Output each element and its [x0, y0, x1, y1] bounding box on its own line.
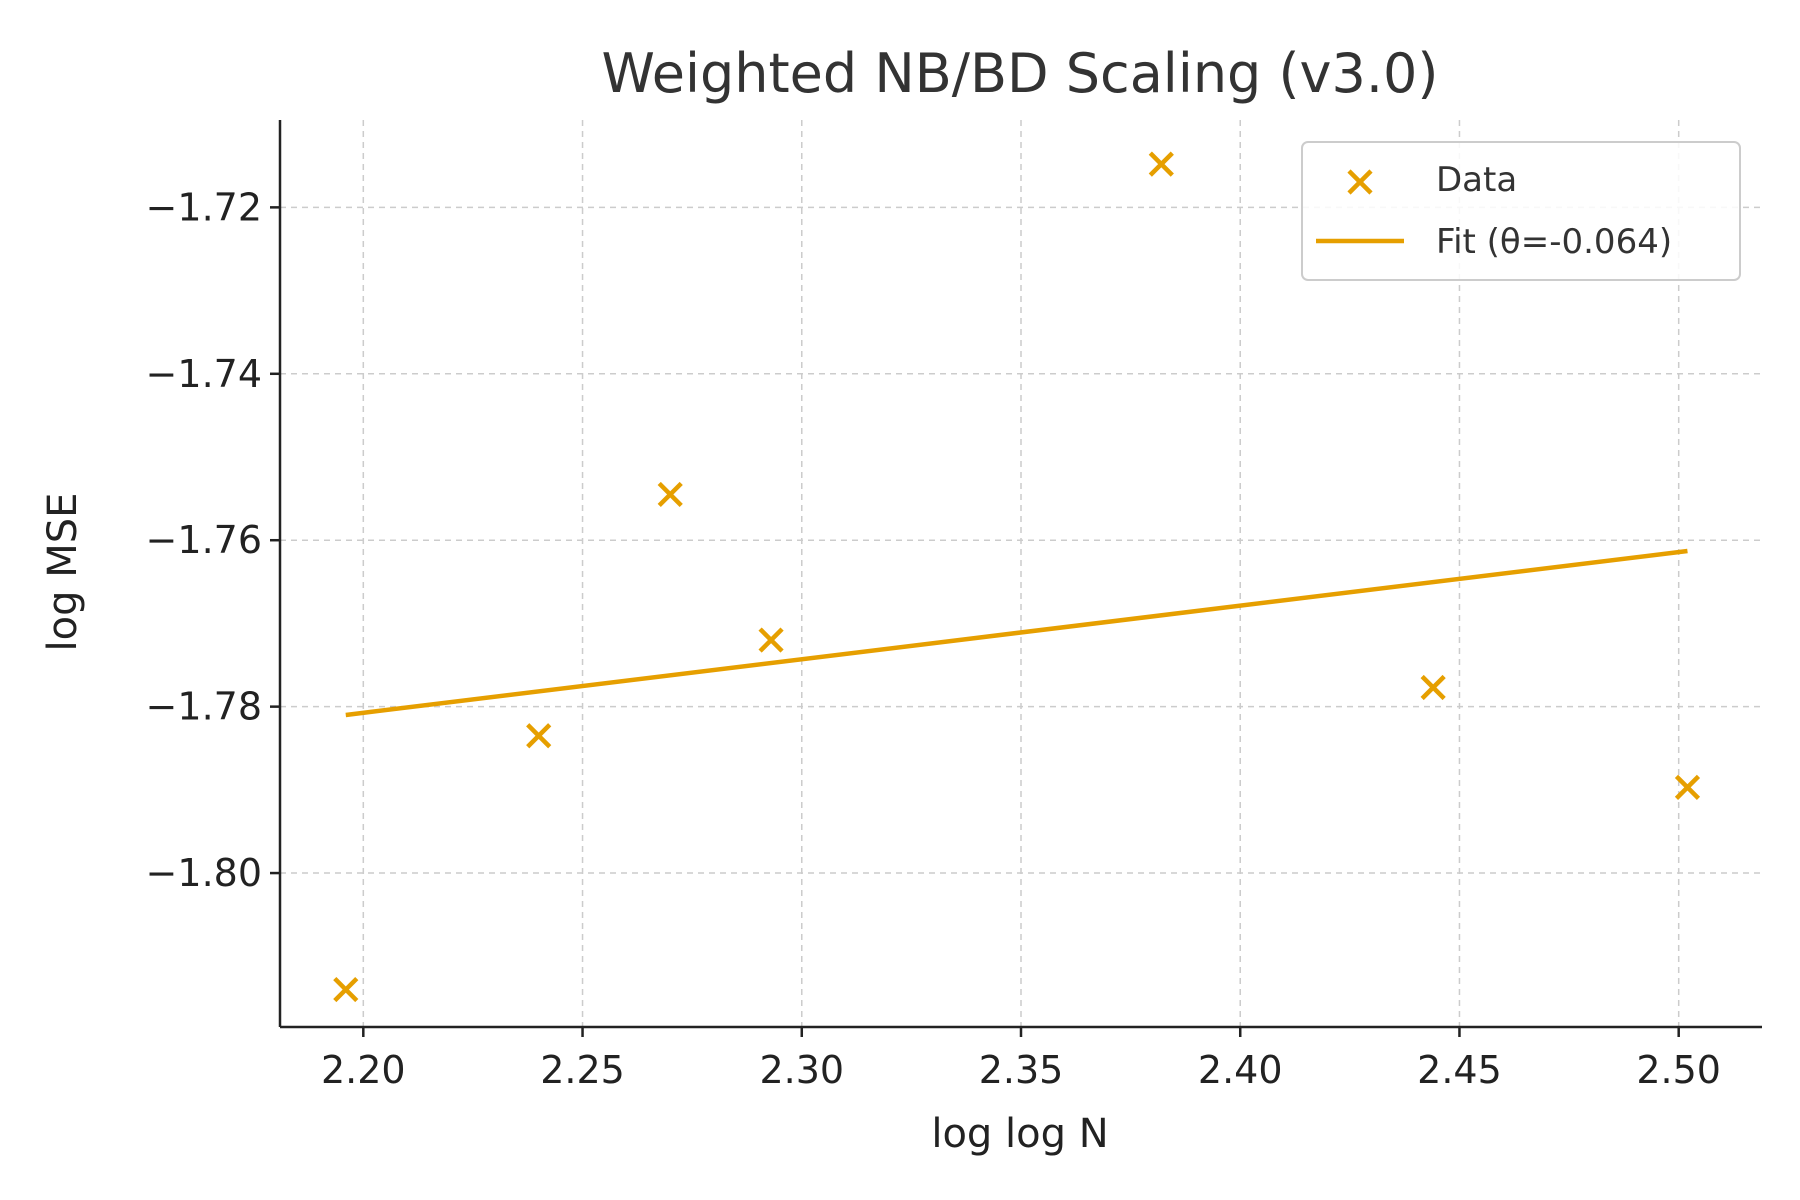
- data-points-layer: [333, 151, 1701, 1003]
- data-point-stroke-b: [1420, 674, 1446, 701]
- legend-x-marker: [1347, 169, 1373, 195]
- x-tick-label: 2.40: [1198, 1048, 1283, 1092]
- legend-marker-data: [1347, 169, 1373, 195]
- x-tick-label: 2.30: [759, 1048, 844, 1092]
- axes: 2.20 2.25 2.30 2.35 2.40 2.45 2.50 −1.72 −1.74 −1…: [146, 120, 1762, 1092]
- y-tick-label: −1.76: [146, 518, 262, 562]
- x-tick-label: 2.25: [540, 1048, 625, 1092]
- legend-x-marker-stroke-b: [1347, 169, 1373, 195]
- data-point-stroke-b: [657, 481, 683, 508]
- legend: Data Fit (θ=-0.064): [1301, 141, 1741, 281]
- y-tick-label: −1.72: [146, 185, 262, 229]
- data-point: [1420, 674, 1446, 701]
- fit-line-layer: [345, 548, 1688, 718]
- fit-line: [345, 548, 1688, 718]
- data-point: [657, 481, 683, 508]
- legend-label-data: Data: [1436, 160, 1517, 200]
- data-point-stroke-b: [1148, 151, 1174, 177]
- data-point: [1674, 774, 1701, 800]
- x-tick-label: 2.50: [1636, 1048, 1721, 1092]
- data-point: [758, 627, 784, 653]
- data-point: [526, 723, 552, 749]
- x-axis-label: log log N: [931, 1111, 1108, 1157]
- y-tick-label: −1.74: [146, 352, 262, 396]
- data-point: [1148, 151, 1174, 177]
- chart-title: Weighted NB/BD Scaling (v3.0): [602, 42, 1439, 105]
- data-point-stroke-b: [333, 976, 359, 1003]
- data-point-stroke-b: [758, 627, 784, 653]
- y-axis-label: log MSE: [40, 493, 86, 652]
- y-tick-label: −1.80: [146, 851, 262, 895]
- data-point-stroke-b: [526, 723, 552, 749]
- data-point-stroke-b: [1674, 774, 1701, 800]
- legend-box: [1301, 141, 1741, 281]
- data-point: [333, 976, 359, 1003]
- x-tick-label: 2.20: [321, 1048, 406, 1092]
- x-tick-label: 2.45: [1417, 1048, 1502, 1092]
- legend-label-fit: Fit (θ=-0.064): [1436, 222, 1672, 262]
- x-tick-label: 2.35: [979, 1048, 1064, 1092]
- y-tick-label: −1.78: [146, 685, 262, 729]
